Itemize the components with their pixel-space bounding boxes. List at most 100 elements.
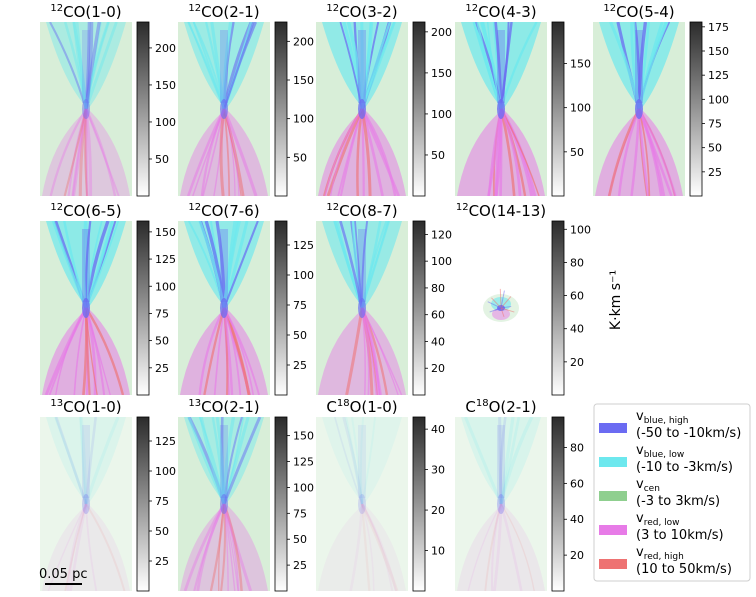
panel-c18o1-0: C18O(1-0) 10 20 30 40 xyxy=(316,398,445,592)
colorbar-tick-label: 50 xyxy=(570,146,584,159)
colorbar: 25 50 75 100 125 150 xyxy=(274,416,314,592)
colorbar-tick-label: 125 xyxy=(293,239,314,252)
colorbar: 20 40 60 80 100 120 xyxy=(412,220,452,396)
legend-range: (10 to 50km/s) xyxy=(636,562,732,577)
colorbar: 20 40 60 80 xyxy=(551,416,584,592)
colorbar-tick-label: 30 xyxy=(431,464,445,477)
panel-title: 13CO(2-1) xyxy=(188,398,259,416)
panel-title: 12CO(4-3) xyxy=(465,3,536,21)
colorbar-gradient xyxy=(136,416,150,592)
panel-12co6-5: 12CO(6-5) 25 50 75 100 125 150 xyxy=(40,202,176,396)
emission-map xyxy=(40,22,132,196)
colorbar-tick-label: 200 xyxy=(431,26,452,39)
panel-title: C18O(1-0) xyxy=(326,398,397,416)
colorbar-tick-label: 100 xyxy=(293,113,314,126)
colorbar-tick-label: 200 xyxy=(293,35,314,48)
colorbar-tick-label: 100 xyxy=(570,223,591,236)
colorbar-tick-label: 80 xyxy=(570,441,584,454)
colorbar-gradient xyxy=(551,21,565,197)
colorbar-tick-label: 100 xyxy=(431,108,452,121)
colorbar: 50 100 150 200 xyxy=(274,21,314,197)
colorbar: 50 100 150 200 xyxy=(136,21,176,197)
colorbar-tick-label: 50 xyxy=(155,153,169,166)
colorbar-tick-label: 150 xyxy=(293,430,314,443)
panel-title: 12CO(2-1) xyxy=(188,3,259,21)
legend-range: (3 to 10km/s) xyxy=(636,528,724,543)
colorbar-tick-label: 20 xyxy=(431,362,445,375)
panel-12co4-3: 12CO(4-3) 50 100 150 xyxy=(455,3,591,197)
legend-swatch xyxy=(599,423,627,433)
velocity-legend: vblue, high(-50 to -10km/s)vblue, low(-1… xyxy=(593,403,751,582)
colorbar-gradient xyxy=(136,21,150,197)
colorbar-tick-label: 20 xyxy=(570,549,584,562)
colorbar-tick-label: 100 xyxy=(155,116,176,129)
colorbar-tick-label: 125 xyxy=(155,253,176,266)
colorbar-tick-label: 125 xyxy=(708,69,729,82)
colorbar-tick-label: 80 xyxy=(570,256,584,269)
colorbar-gradient xyxy=(551,416,565,592)
legend-range: (-50 to -10km/s) xyxy=(636,426,741,441)
panel-title: 12CO(14-13) xyxy=(456,202,546,220)
colorbar-tick-label: 50 xyxy=(293,151,307,164)
colorbar-tick-label: 50 xyxy=(431,149,445,162)
panel-grid: 12CO(1-0)5010015020012CO(2-1)50100150200… xyxy=(40,3,729,592)
colorbar-tick-label: 60 xyxy=(570,290,584,303)
emission-map xyxy=(40,221,132,395)
legend-entry: vred, high(10 to 50km/s) xyxy=(599,545,732,577)
colorbar-tick-label: 50 xyxy=(155,525,169,538)
emission-map xyxy=(316,417,408,591)
panel-12co5-4: 12CO(5-4) 25 50 75 100 125 150 175 xyxy=(593,3,729,197)
panel-title: 12CO(7-6) xyxy=(188,202,259,220)
colorbar-tick-label: 100 xyxy=(155,280,176,293)
emission-map xyxy=(40,417,132,591)
legend-swatch xyxy=(599,457,627,467)
legend-range: (-3 to 3km/s) xyxy=(636,494,720,509)
colorbar-tick-label: 100 xyxy=(431,255,452,268)
legend-entry: vblue, high(-50 to -10km/s) xyxy=(599,409,741,441)
colorbar-tick-label: 150 xyxy=(155,226,176,239)
colorbar-tick-label: 25 xyxy=(293,359,307,372)
legend-symbol: vred, low xyxy=(636,511,680,528)
emission-map xyxy=(178,22,270,196)
colorbar-tick-label: 10 xyxy=(431,545,445,558)
emission-map xyxy=(455,22,547,196)
colorbar-tick-label: 60 xyxy=(431,309,445,322)
colorbar-tick-label: 50 xyxy=(293,329,307,342)
panel-13co2-1: 13CO(2-1) 25 50 75 100 125 150 xyxy=(178,398,314,592)
emission-map xyxy=(316,22,408,196)
legend-symbol: vred, high xyxy=(636,545,684,562)
colorbar-tick-label: 100 xyxy=(293,269,314,282)
colorbar-tick-label: 25 xyxy=(293,559,307,572)
colorbar-gradient xyxy=(412,21,426,197)
colorbar-tick-label: 60 xyxy=(570,477,584,490)
panel-title: 12CO(1-0) xyxy=(50,3,121,21)
colorbar: 25 50 75 100 125 xyxy=(274,220,314,396)
colorbar-unit-text: K·km s⁻¹ xyxy=(608,270,624,330)
colorbar-tick-label: 40 xyxy=(570,323,584,336)
colorbar-gradient xyxy=(412,416,426,592)
colorbar-tick-label: 100 xyxy=(293,481,314,494)
colorbar: 50 100 150 xyxy=(551,21,591,197)
colorbar-tick-label: 40 xyxy=(431,335,445,348)
colorbar: 25 50 75 100 125 xyxy=(136,416,176,592)
emission-map xyxy=(455,221,547,395)
panel-title: 12CO(3-2) xyxy=(326,3,397,21)
panel-12co3-2: 12CO(3-2) 50 100 150 200 xyxy=(316,3,452,197)
colorbar: 20 40 60 80 100 xyxy=(551,220,591,396)
panel-title: 12CO(6-5) xyxy=(50,202,121,220)
colorbar: 10 20 30 40 xyxy=(412,416,445,592)
colorbar-tick-label: 75 xyxy=(293,507,307,520)
legend-swatch xyxy=(599,525,627,535)
colorbar-tick-label: 25 xyxy=(155,362,169,375)
panel-c18o2-1: C18O(2-1) 20 40 60 80 xyxy=(455,398,584,592)
colorbar-tick-label: 50 xyxy=(293,533,307,546)
colorbar-tick-label: 50 xyxy=(155,335,169,348)
colorbar-tick-label: 40 xyxy=(431,423,445,436)
panel-title: 13CO(1-0) xyxy=(50,398,121,416)
colorbar-unit-label: K·km s⁻¹ xyxy=(608,270,624,330)
colorbar-gradient xyxy=(274,220,288,396)
legend-frame xyxy=(593,403,751,582)
panel-title: 12CO(5-4) xyxy=(603,3,674,21)
legend-swatch xyxy=(599,559,627,569)
panel-12co7-6: 12CO(7-6) 25 50 75 100 125 xyxy=(178,202,314,396)
